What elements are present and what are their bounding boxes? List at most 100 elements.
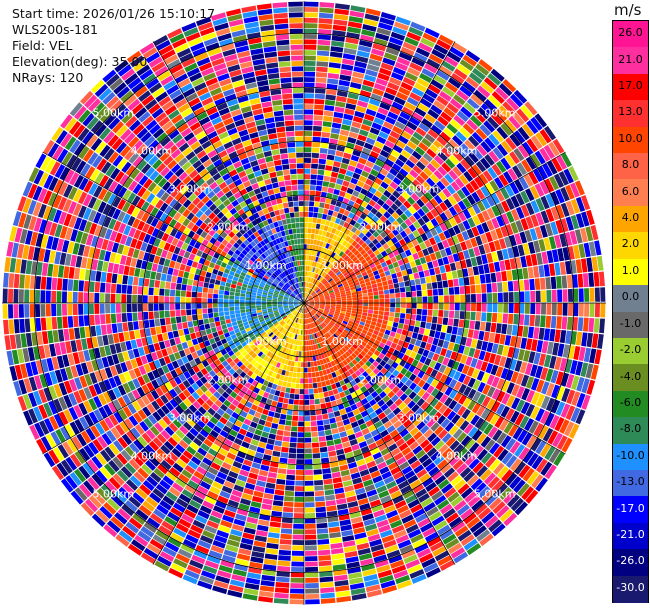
velocity-cell	[356, 180, 365, 188]
velocity-cell	[321, 271, 326, 277]
velocity-cell	[535, 197, 545, 212]
velocity-cell	[275, 576, 290, 583]
velocity-cell	[340, 202, 348, 210]
velocity-cell	[318, 252, 323, 258]
velocity-cell	[408, 26, 424, 37]
velocity-cell	[424, 254, 432, 263]
velocity-cell	[487, 167, 498, 179]
velocity-cell	[347, 136, 357, 144]
velocity-cell	[339, 74, 352, 82]
velocity-cell	[308, 378, 313, 384]
velocity-cell	[384, 294, 390, 299]
velocity-cell	[312, 382, 318, 389]
velocity-cell	[394, 312, 400, 318]
velocity-cell	[314, 273, 319, 279]
velocity-cell	[354, 229, 362, 236]
velocity-cell	[368, 186, 377, 195]
velocity-cell	[501, 323, 508, 335]
velocity-cell	[513, 130, 526, 144]
velocity-cell	[352, 305, 358, 309]
velocity-cell	[411, 303, 417, 309]
velocity-cell	[316, 251, 321, 257]
velocity-cell	[286, 414, 293, 421]
velocity-cell	[288, 453, 297, 459]
velocity-cell	[344, 42, 358, 50]
velocity-cell	[368, 98, 381, 107]
velocity-cell	[325, 243, 330, 249]
velocity-cell	[157, 333, 164, 342]
velocity-cell	[438, 303, 444, 310]
velocity-cell	[297, 443, 304, 449]
velocity-cell	[328, 526, 341, 533]
velocity-cell	[495, 227, 504, 239]
velocity-cell	[408, 232, 416, 241]
velocity-cell	[548, 141, 560, 157]
velocity-cell	[164, 310, 170, 318]
velocity-cell	[566, 274, 573, 289]
velocity-cell	[416, 77, 430, 88]
velocity-cell	[311, 431, 319, 438]
velocity-cell	[528, 171, 539, 185]
velocity-cell	[430, 323, 437, 331]
velocity-cell	[353, 279, 359, 284]
velocity-cell	[330, 199, 337, 206]
velocity-cell	[278, 555, 291, 561]
velocity-cell	[295, 350, 299, 357]
velocity-cell	[393, 282, 400, 289]
velocity-cell	[509, 133, 521, 147]
velocity-cell	[274, 390, 281, 397]
velocity-cell	[313, 273, 317, 279]
velocity-cell	[409, 92, 422, 102]
velocity-cell	[334, 155, 343, 163]
velocity-cell	[412, 165, 423, 175]
velocity-cell	[172, 330, 179, 338]
velocity-cell	[239, 306, 246, 310]
velocity-cell	[498, 238, 507, 250]
velocity-cell	[74, 327, 81, 340]
velocity-cell	[444, 295, 450, 303]
velocity-cell	[106, 324, 113, 335]
velocity-cell	[336, 420, 344, 428]
velocity-cell	[337, 257, 344, 263]
velocity-cell	[334, 487, 345, 495]
velocity-cell	[317, 275, 322, 281]
velocity-cell	[304, 249, 307, 255]
velocity-cell	[304, 152, 312, 158]
velocity-cell	[558, 171, 569, 186]
velocity-cell	[456, 269, 464, 278]
velocity-cell	[432, 288, 439, 296]
velocity-cell	[490, 112, 504, 126]
velocity-cell	[534, 278, 541, 290]
velocity-cell	[308, 298, 314, 301]
velocity-cell	[342, 240, 348, 247]
velocity-cell	[549, 263, 556, 277]
velocity-cell	[529, 278, 535, 291]
velocity-cell	[338, 79, 351, 87]
velocity-cell	[578, 243, 586, 258]
velocity-cell	[320, 270, 325, 276]
velocity-cell	[324, 283, 330, 288]
velocity-cell	[272, 417, 280, 424]
velocity-cell	[453, 214, 462, 225]
velocity-cell	[398, 135, 409, 145]
velocity-cell	[214, 316, 220, 322]
velocity-cell	[307, 222, 313, 228]
velocity-cell	[358, 276, 364, 282]
velocity-cell	[495, 271, 502, 282]
velocity-cell	[348, 238, 355, 245]
velocity-cell	[324, 294, 330, 298]
velocity-cell	[330, 296, 336, 299]
velocity-cell	[304, 163, 311, 169]
velocity-cell	[448, 154, 460, 166]
velocity-cell	[433, 295, 439, 303]
velocity-cell	[491, 312, 498, 323]
velocity-cell	[397, 154, 408, 163]
velocity-cell	[316, 240, 321, 246]
velocity-cell	[438, 65, 453, 77]
velocity-cell	[466, 98, 480, 110]
velocity-cell	[452, 224, 461, 235]
velocity-cell	[315, 88, 326, 94]
velocity-cell	[154, 318, 161, 327]
velocity-cell	[199, 324, 206, 331]
velocity-cell	[454, 310, 460, 319]
